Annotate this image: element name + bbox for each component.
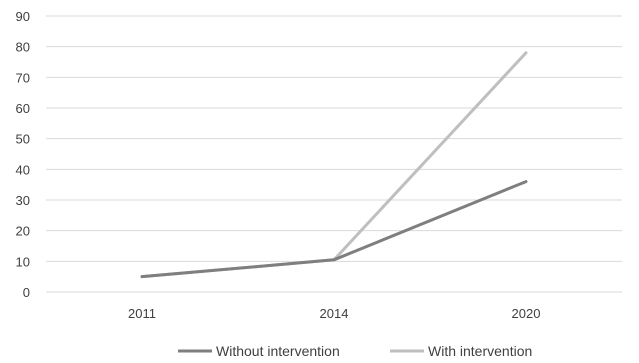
y-tick-label: 20: [16, 224, 30, 239]
y-axis-tick-labels: 0 10 20 30 40 50 60 70 80 90: [16, 9, 30, 300]
x-tick-label: 2011: [128, 306, 156, 321]
series-line: [142, 53, 526, 277]
legend: Without intervention With intervention: [178, 343, 532, 358]
x-axis-tick-labels: 2011 2014 2020: [128, 306, 540, 321]
y-tick-label: 50: [16, 132, 30, 147]
series-lines: [142, 53, 526, 277]
y-tick-label: 0: [23, 285, 30, 300]
gridlines: [46, 16, 622, 292]
legend-label: With intervention: [428, 343, 532, 358]
x-tick-label: 2020: [512, 306, 541, 321]
y-tick-label: 80: [16, 40, 30, 55]
y-tick-label: 40: [16, 162, 30, 177]
y-tick-label: 70: [16, 70, 30, 85]
y-tick-label: 30: [16, 193, 30, 208]
x-tick-label: 2014: [320, 306, 349, 321]
y-tick-label: 60: [16, 101, 30, 116]
y-tick-label: 10: [16, 254, 30, 269]
y-tick-label: 90: [16, 9, 30, 24]
legend-label: Without intervention: [216, 343, 340, 358]
series-line: [142, 182, 526, 277]
